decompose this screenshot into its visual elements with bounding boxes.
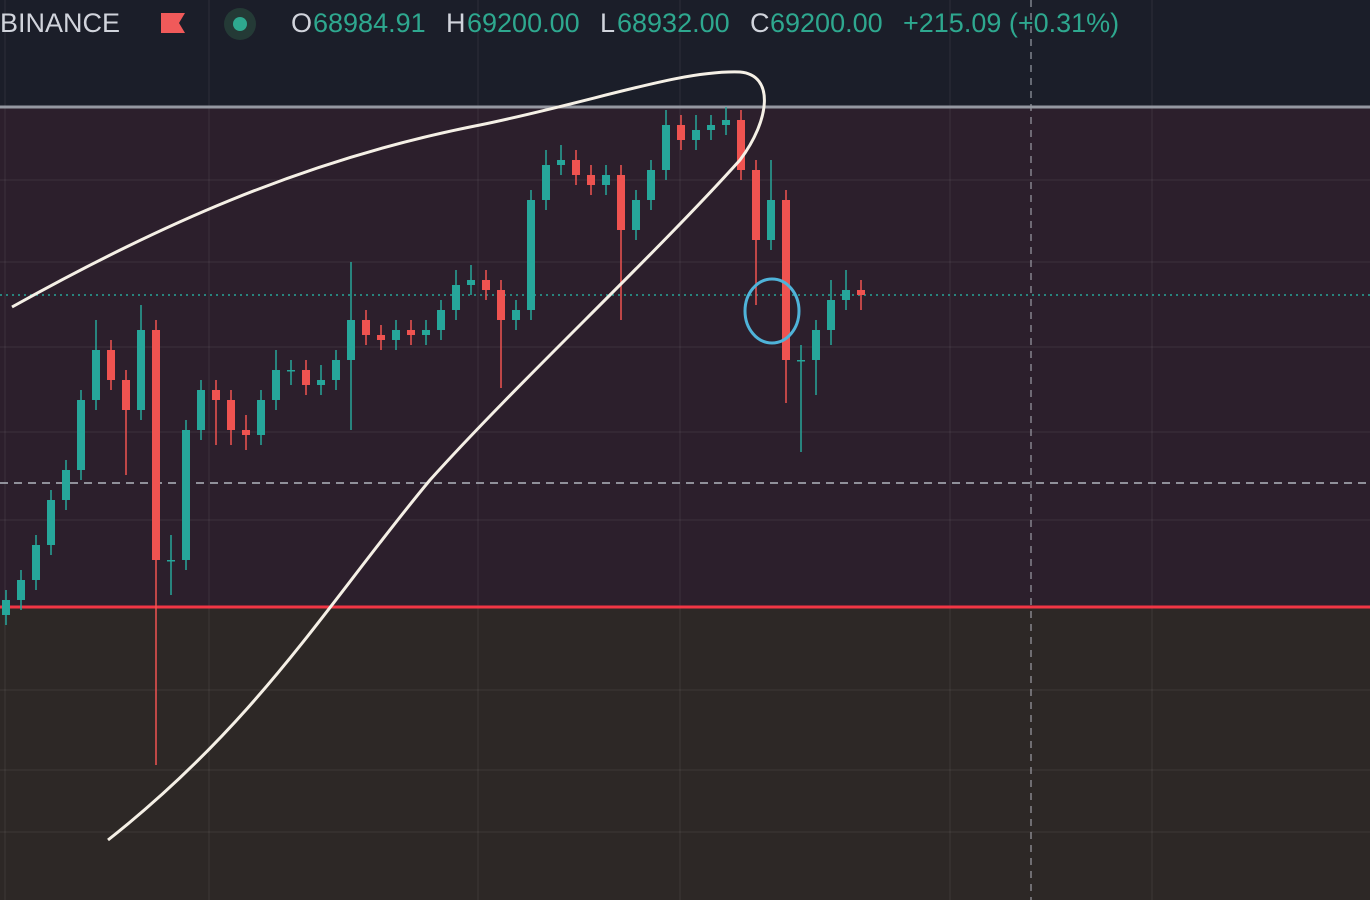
candle-body xyxy=(647,170,655,200)
candle-body xyxy=(347,320,355,360)
candle-body xyxy=(167,560,175,562)
candle-body xyxy=(32,545,40,580)
high-label: H xyxy=(446,8,466,38)
candle-body xyxy=(287,370,295,372)
candle-body xyxy=(767,200,775,240)
flag-icon[interactable] xyxy=(161,13,185,33)
price-lines xyxy=(0,105,1370,609)
candle-body xyxy=(617,175,625,230)
candle-body xyxy=(317,380,325,385)
candle-body xyxy=(752,170,760,240)
candle-body xyxy=(662,125,670,170)
candle-body xyxy=(377,335,385,340)
candle-body xyxy=(842,290,850,300)
candle-body xyxy=(857,290,865,295)
candle-body xyxy=(422,330,430,335)
candle-body xyxy=(77,400,85,470)
candle-body xyxy=(782,200,790,360)
candle-body xyxy=(257,400,265,435)
candle-body xyxy=(452,285,460,310)
open-label: O xyxy=(291,8,312,38)
candle-body xyxy=(797,360,805,362)
candle-body xyxy=(827,300,835,330)
candle-body xyxy=(437,310,445,330)
candle-body xyxy=(137,330,145,410)
candle-body xyxy=(47,500,55,545)
exchange: BINANCE xyxy=(0,8,120,38)
candle-body xyxy=(707,125,715,130)
low-label: L xyxy=(600,8,615,38)
close-value: 69200.00 xyxy=(770,8,883,38)
zone-upper xyxy=(0,107,1370,607)
candle-body xyxy=(482,280,490,290)
candle-body xyxy=(362,320,370,335)
candle-body xyxy=(332,360,340,380)
candle-body xyxy=(677,125,685,140)
candle-body xyxy=(512,310,520,320)
candle-body xyxy=(242,430,250,435)
candle-body xyxy=(557,160,565,165)
candle-body xyxy=(497,290,505,320)
hand-drawn-wedge xyxy=(11,70,766,842)
candle-body xyxy=(92,350,100,400)
candle-body xyxy=(527,200,535,310)
candle-body xyxy=(302,370,310,385)
candle-body xyxy=(182,430,190,560)
candle-body xyxy=(587,175,595,185)
open-value: 68984.91 xyxy=(313,8,426,38)
candle-body xyxy=(17,580,25,600)
candle-body xyxy=(692,130,700,140)
candle-body xyxy=(62,470,70,500)
hand-drawn-circle xyxy=(743,277,801,345)
candle-body xyxy=(407,330,415,335)
candle-body xyxy=(542,165,550,200)
candle-body xyxy=(572,160,580,175)
high-value: 69200.00 xyxy=(467,8,580,38)
candle-body xyxy=(272,370,280,400)
candle-body xyxy=(2,600,10,615)
candle-body xyxy=(152,330,160,560)
candle-body xyxy=(602,175,610,185)
candle-body xyxy=(467,280,475,285)
candle-body xyxy=(212,390,220,400)
zone-lower xyxy=(0,607,1370,900)
close-label: C xyxy=(750,8,770,38)
candle-body xyxy=(737,120,745,170)
candle-body xyxy=(392,330,400,340)
candle-body xyxy=(722,120,730,125)
candle-body xyxy=(107,350,115,380)
candle-body xyxy=(122,380,130,410)
candle-body xyxy=(197,390,205,430)
status-dot xyxy=(233,17,247,31)
candle-body xyxy=(812,330,820,360)
candle-body xyxy=(632,200,640,230)
candle-body xyxy=(227,400,235,430)
change-value: +215.09 (+0.31%) xyxy=(903,8,1119,38)
candles xyxy=(2,107,865,765)
low-value: 68932.00 xyxy=(617,8,730,38)
